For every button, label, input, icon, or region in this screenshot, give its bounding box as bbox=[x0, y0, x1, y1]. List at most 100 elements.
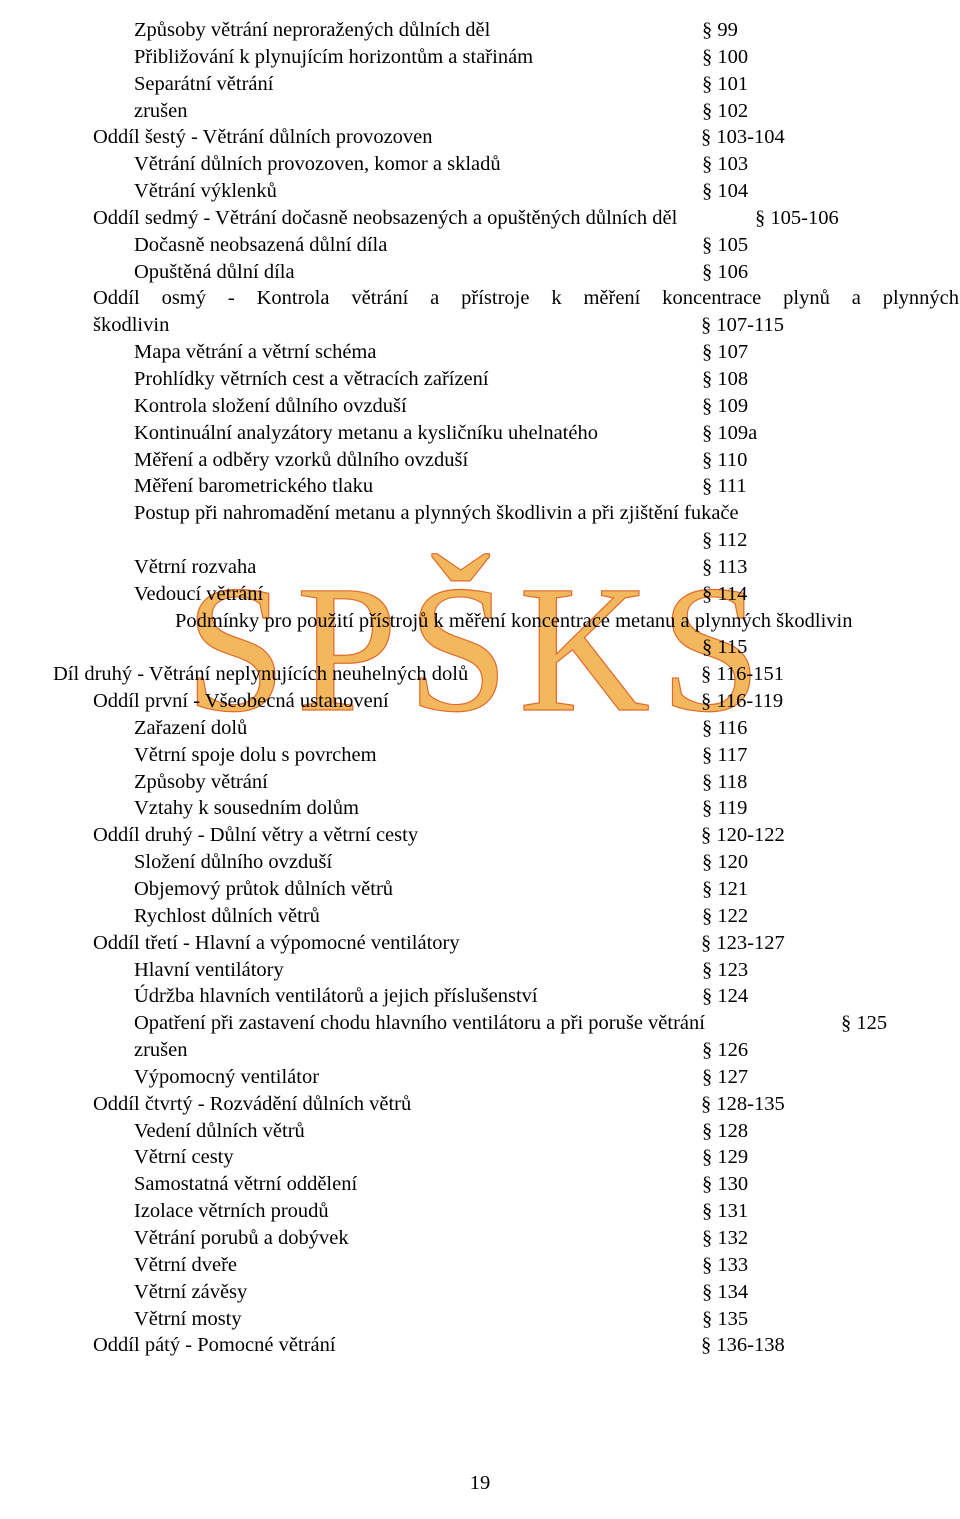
toc-ref: § 107 bbox=[702, 339, 748, 366]
toc-entry: Vedoucí větrání§ 114 bbox=[93, 581, 958, 608]
toc-ref: § 105-106 bbox=[755, 205, 839, 232]
toc-label: Větrní cesty bbox=[134, 1144, 702, 1171]
toc-entry: Větrní dveře§ 133 bbox=[93, 1252, 958, 1279]
toc-label: Hlavní ventilátory bbox=[134, 957, 702, 984]
toc-label: Separátní větrání bbox=[134, 71, 702, 98]
toc-entry: Větrní rozvaha§ 113 bbox=[93, 554, 958, 581]
page-number: 19 bbox=[0, 1470, 960, 1497]
toc-entry: Zařazení dolů§ 116 bbox=[93, 715, 958, 742]
toc-entry: Oddíl sedmý - Větrání dočasně neobsazený… bbox=[93, 205, 958, 232]
toc-entry: Dočasně neobsazená důlní díla§ 105 bbox=[93, 232, 958, 259]
toc-entry: Oddíl druhý - Důlní větry a větrní cesty… bbox=[93, 822, 958, 849]
toc-entry: Větrání porubů a dobývek§ 132 bbox=[93, 1225, 958, 1252]
toc-label: Vedoucí větrání bbox=[134, 581, 702, 608]
toc-entry: Mapa větrání a větrní schéma§ 107 bbox=[93, 339, 958, 366]
document-body: Způsoby větrání neproražených důlních dě… bbox=[93, 17, 958, 1359]
toc-label: Oddíl sedmý - Větrání dočasně neobsazený… bbox=[93, 205, 755, 232]
toc-ref: § 113 bbox=[702, 554, 747, 581]
toc-entry: Opatření při zastavení chodu hlavního ve… bbox=[93, 1010, 958, 1037]
toc-ref: § 124 bbox=[702, 983, 748, 1010]
toc-entry: Větrní závěsy§ 134 bbox=[93, 1279, 958, 1306]
toc-label: Opuštěná důlní díla bbox=[134, 259, 702, 286]
toc-entry: Kontinuální analyzátory metanu a kysličn… bbox=[93, 420, 958, 447]
toc-label: Oddíl šestý - Větrání důlních provozoven bbox=[93, 124, 701, 151]
toc-ref: § 99 bbox=[702, 17, 738, 44]
toc-entry: Složení důlního ovzduší§ 120 bbox=[93, 849, 958, 876]
toc-entry: Díl druhý - Větrání neplynujících neuhel… bbox=[53, 661, 958, 688]
toc-ref: § 117 bbox=[702, 742, 747, 769]
toc-ref: § 116-119 bbox=[701, 688, 783, 715]
toc-ref-row: § 115 bbox=[93, 634, 958, 661]
toc-entry: Výpomocný ventilátor§ 127 bbox=[93, 1064, 958, 1091]
toc-ref: § 105 bbox=[702, 232, 748, 259]
toc-ref-row: § 112 bbox=[93, 527, 958, 554]
toc-ref: § 103-104 bbox=[701, 124, 785, 151]
toc-entry: Vedení důlních větrů§ 128 bbox=[93, 1118, 958, 1145]
toc-ref: § 109a bbox=[702, 420, 757, 447]
toc-entry: Způsoby větrání neproražených důlních dě… bbox=[93, 17, 958, 44]
toc-ref: § 135 bbox=[702, 1306, 748, 1333]
toc-label: Větrní závěsy bbox=[134, 1279, 702, 1306]
toc-label: Přibližování k plynujícím horizontům a s… bbox=[134, 44, 702, 71]
toc-ref: § 106 bbox=[702, 259, 748, 286]
toc-ref: § 101 bbox=[702, 71, 748, 98]
toc-ref: § 109 bbox=[702, 393, 748, 420]
toc-ref: § 131 bbox=[702, 1198, 748, 1225]
toc-label: Způsoby větrání neproražených důlních dě… bbox=[134, 17, 702, 44]
toc-ref: § 116-151 bbox=[701, 661, 784, 688]
toc-label: Zařazení dolů bbox=[134, 715, 702, 742]
toc-ref: § 128-135 bbox=[701, 1091, 785, 1118]
toc-label: Kontinuální analyzátory metanu a kysličn… bbox=[134, 420, 702, 447]
toc-label: Dočasně neobsazená důlní díla bbox=[134, 232, 702, 259]
toc-entry: Větrní cesty§ 129 bbox=[93, 1144, 958, 1171]
toc-label: Výpomocný ventilátor bbox=[134, 1064, 702, 1091]
toc-entry: Prohlídky větrních cest a větracích zaří… bbox=[93, 366, 958, 393]
toc-entry: Způsoby větrání§ 118 bbox=[93, 769, 958, 796]
toc-label: Měření a odběry vzorků důlního ovzduší bbox=[134, 447, 702, 474]
toc-entry: Větrání důlních provozoven, komor a skla… bbox=[93, 151, 958, 178]
toc-label: škodlivin bbox=[93, 312, 701, 339]
toc-entry: Měření a odběry vzorků důlního ovzduší§ … bbox=[93, 447, 958, 474]
toc-entry: Oddíl pátý - Pomocné větrání§ 136-138 bbox=[93, 1332, 958, 1359]
toc-ref: § 128 bbox=[702, 1118, 748, 1145]
toc-entry: Měření barometrického tlaku§ 111 bbox=[93, 473, 958, 500]
toc-label: Mapa větrání a větrní schéma bbox=[134, 339, 702, 366]
toc-ref: § 134 bbox=[702, 1279, 748, 1306]
toc-entry: zrušen§ 102 bbox=[93, 98, 958, 125]
toc-entry: Objemový průtok důlních větrů§ 121 bbox=[93, 876, 958, 903]
toc-label: Izolace větrních proudů bbox=[134, 1198, 702, 1225]
toc-entry: Opuštěná důlní díla§ 106 bbox=[93, 259, 958, 286]
toc-entry: Oddíl třetí - Hlavní a výpomocné ventilá… bbox=[93, 930, 958, 957]
toc-label: Oddíl pátý - Pomocné větrání bbox=[93, 1332, 701, 1359]
toc-ref: § 130 bbox=[702, 1171, 748, 1198]
toc-label: Oddíl druhý - Důlní větry a větrní cesty bbox=[93, 822, 701, 849]
toc-label: zrušen bbox=[134, 1037, 702, 1064]
toc-ref: § 129 bbox=[702, 1144, 748, 1171]
toc-ref: § 136-138 bbox=[701, 1332, 785, 1359]
toc-label: Oddíl osmý - Kontrola větrání a přístroj… bbox=[93, 287, 959, 309]
toc-ref: § 110 bbox=[702, 447, 747, 474]
toc-entry: Podmínky pro použití přístrojů k měření … bbox=[134, 608, 959, 635]
toc-ref: § 107-115 bbox=[701, 312, 784, 339]
toc-label: Vedení důlních větrů bbox=[134, 1118, 702, 1145]
toc-label: Kontrola složení důlního ovzduší bbox=[134, 393, 702, 420]
toc-label: Složení důlního ovzduší bbox=[134, 849, 702, 876]
toc-entry-cont: škodlivin§ 107-115 bbox=[93, 312, 958, 339]
toc-label: Rychlost důlních větrů bbox=[134, 903, 702, 930]
toc-ref: § 123 bbox=[702, 957, 748, 984]
toc-ref: § 118 bbox=[702, 769, 747, 796]
toc-entry: zrušen§ 126 bbox=[93, 1037, 958, 1064]
toc-label: Způsoby větrání bbox=[134, 769, 702, 796]
toc-ref: § 115 bbox=[702, 634, 747, 661]
toc-label: Objemový průtok důlních větrů bbox=[134, 876, 702, 903]
toc-label: Měření barometrického tlaku bbox=[134, 473, 702, 500]
toc-entry: Údržba hlavních ventilátorů a jejich pří… bbox=[93, 983, 958, 1010]
toc-label: Větrání důlních provozoven, komor a skla… bbox=[134, 151, 702, 178]
toc-label: Díl druhý - Větrání neplynujících neuhel… bbox=[53, 661, 701, 688]
toc-ref: § 102 bbox=[702, 98, 748, 125]
toc-label: Prohlídky větrních cest a větracích zaří… bbox=[134, 366, 702, 393]
toc-ref: § 108 bbox=[702, 366, 748, 393]
toc-label: Větrní rozvaha bbox=[134, 554, 702, 581]
toc-entry: Postup při nahromadění metanu a plynných… bbox=[93, 500, 958, 527]
toc-entry: Větrní spoje dolu s povrchem§ 117 bbox=[93, 742, 958, 769]
